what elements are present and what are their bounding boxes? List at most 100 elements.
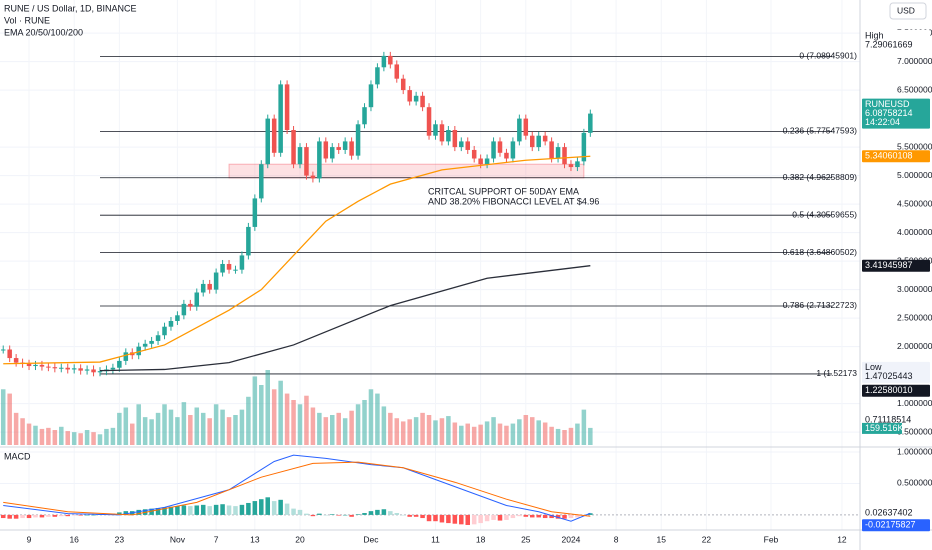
volume-bar <box>71 432 77 445</box>
macd-bar <box>259 499 264 515</box>
volume-bar <box>181 402 187 445</box>
macd-bar <box>510 514 516 519</box>
macd-bar <box>542 514 548 519</box>
y-tick-label: 4.00000000 <box>897 227 932 237</box>
macd-bar <box>297 509 303 515</box>
macd-bar <box>491 514 496 520</box>
macd-bar <box>233 506 238 515</box>
candle <box>575 161 580 168</box>
volume-bar <box>465 423 470 445</box>
candle <box>342 141 348 150</box>
volume-bar <box>59 426 64 445</box>
volume-bar <box>471 426 477 445</box>
candle <box>394 64 400 79</box>
price-tag-caption: Low <box>865 362 882 372</box>
annotation: AND 38.20% FIBONACCI LEVEL AT $4.96 <box>428 196 599 206</box>
price-tag-label: 1.22580010 <box>865 385 913 395</box>
candle <box>310 175 316 179</box>
volume-bar <box>291 400 296 445</box>
candle <box>71 368 77 370</box>
candle <box>484 158 490 165</box>
fib-label: 0.618 (3.64860502) <box>783 247 857 257</box>
volume-bar <box>207 418 212 445</box>
candle <box>491 141 496 159</box>
price-tag <box>862 519 930 532</box>
volume-bar <box>413 417 419 445</box>
candle <box>465 141 470 150</box>
price-tag-label: 6.08758214 <box>865 108 913 118</box>
volume-bar <box>400 421 406 445</box>
x-tick-label: 12 <box>837 534 847 544</box>
candle <box>33 364 38 367</box>
volume-bar <box>265 370 270 445</box>
volume-bar <box>213 404 219 445</box>
y-tick-label: 5.50000000 <box>897 141 932 151</box>
candle <box>200 283 206 293</box>
volume-bar <box>317 412 322 445</box>
candle <box>400 78 406 91</box>
macd-bar <box>246 502 251 515</box>
x-tick-label: 23 <box>115 534 125 544</box>
macd-bar <box>368 511 374 515</box>
y-tick-label: 2.00000000 <box>897 341 932 351</box>
volume-bar <box>123 407 129 445</box>
volume-bar <box>200 412 206 445</box>
volume-bar <box>297 404 303 445</box>
macd-bar <box>188 506 193 515</box>
volume-bar <box>259 385 264 445</box>
candle <box>426 107 432 136</box>
x-tick-label: 16 <box>69 534 79 544</box>
x-tick-label: 9 <box>27 534 32 544</box>
macd-line <box>3 461 591 517</box>
annotation: CRITCAL SUPPORT OF 50DAY EMA <box>428 186 579 196</box>
volume-bar <box>310 407 316 445</box>
volume-bar <box>155 412 161 445</box>
volume-bar <box>97 434 103 445</box>
price-tag <box>862 507 930 520</box>
candle <box>188 303 193 307</box>
support-zone <box>228 163 585 179</box>
candle <box>562 147 567 165</box>
macd-bar <box>530 514 535 518</box>
price-tag <box>862 30 930 52</box>
candle <box>368 84 374 108</box>
macd-bar <box>7 514 12 519</box>
macd-bar <box>123 511 129 515</box>
macd-bar <box>484 514 490 522</box>
volume-bar <box>478 424 483 445</box>
candle <box>478 158 483 165</box>
macd-bar <box>181 505 187 515</box>
currency-label[interactable]: USD <box>897 5 915 15</box>
price-tag <box>862 150 930 163</box>
candle <box>542 135 548 142</box>
candle <box>252 198 258 227</box>
volume-bar <box>78 433 83 445</box>
candle <box>213 272 219 290</box>
macd-bar <box>252 501 258 515</box>
macd-bar <box>555 514 561 519</box>
macd-bar <box>220 504 225 515</box>
currency-button[interactable] <box>889 2 927 20</box>
volume-bar <box>136 404 141 445</box>
candle <box>207 283 212 290</box>
volume-legend: Vol · RUNE <box>4 15 50 25</box>
candle <box>323 141 329 159</box>
candle <box>420 95 425 108</box>
macd-bar <box>407 514 412 517</box>
macd-bar <box>271 501 277 515</box>
volume-bar <box>110 427 116 445</box>
volume-bar <box>407 419 412 445</box>
volume-bar <box>446 416 451 445</box>
macd-bar <box>84 514 90 516</box>
macd-bar <box>459 514 464 525</box>
volume-bar <box>104 428 109 445</box>
volume-bar <box>13 412 19 445</box>
volume-bar <box>362 400 367 445</box>
volume-bar <box>65 431 70 445</box>
candle <box>452 129 458 148</box>
volume-bar <box>7 393 12 445</box>
candle <box>91 369 96 373</box>
candle <box>246 226 251 256</box>
x-tick-label: 13 <box>250 534 260 544</box>
